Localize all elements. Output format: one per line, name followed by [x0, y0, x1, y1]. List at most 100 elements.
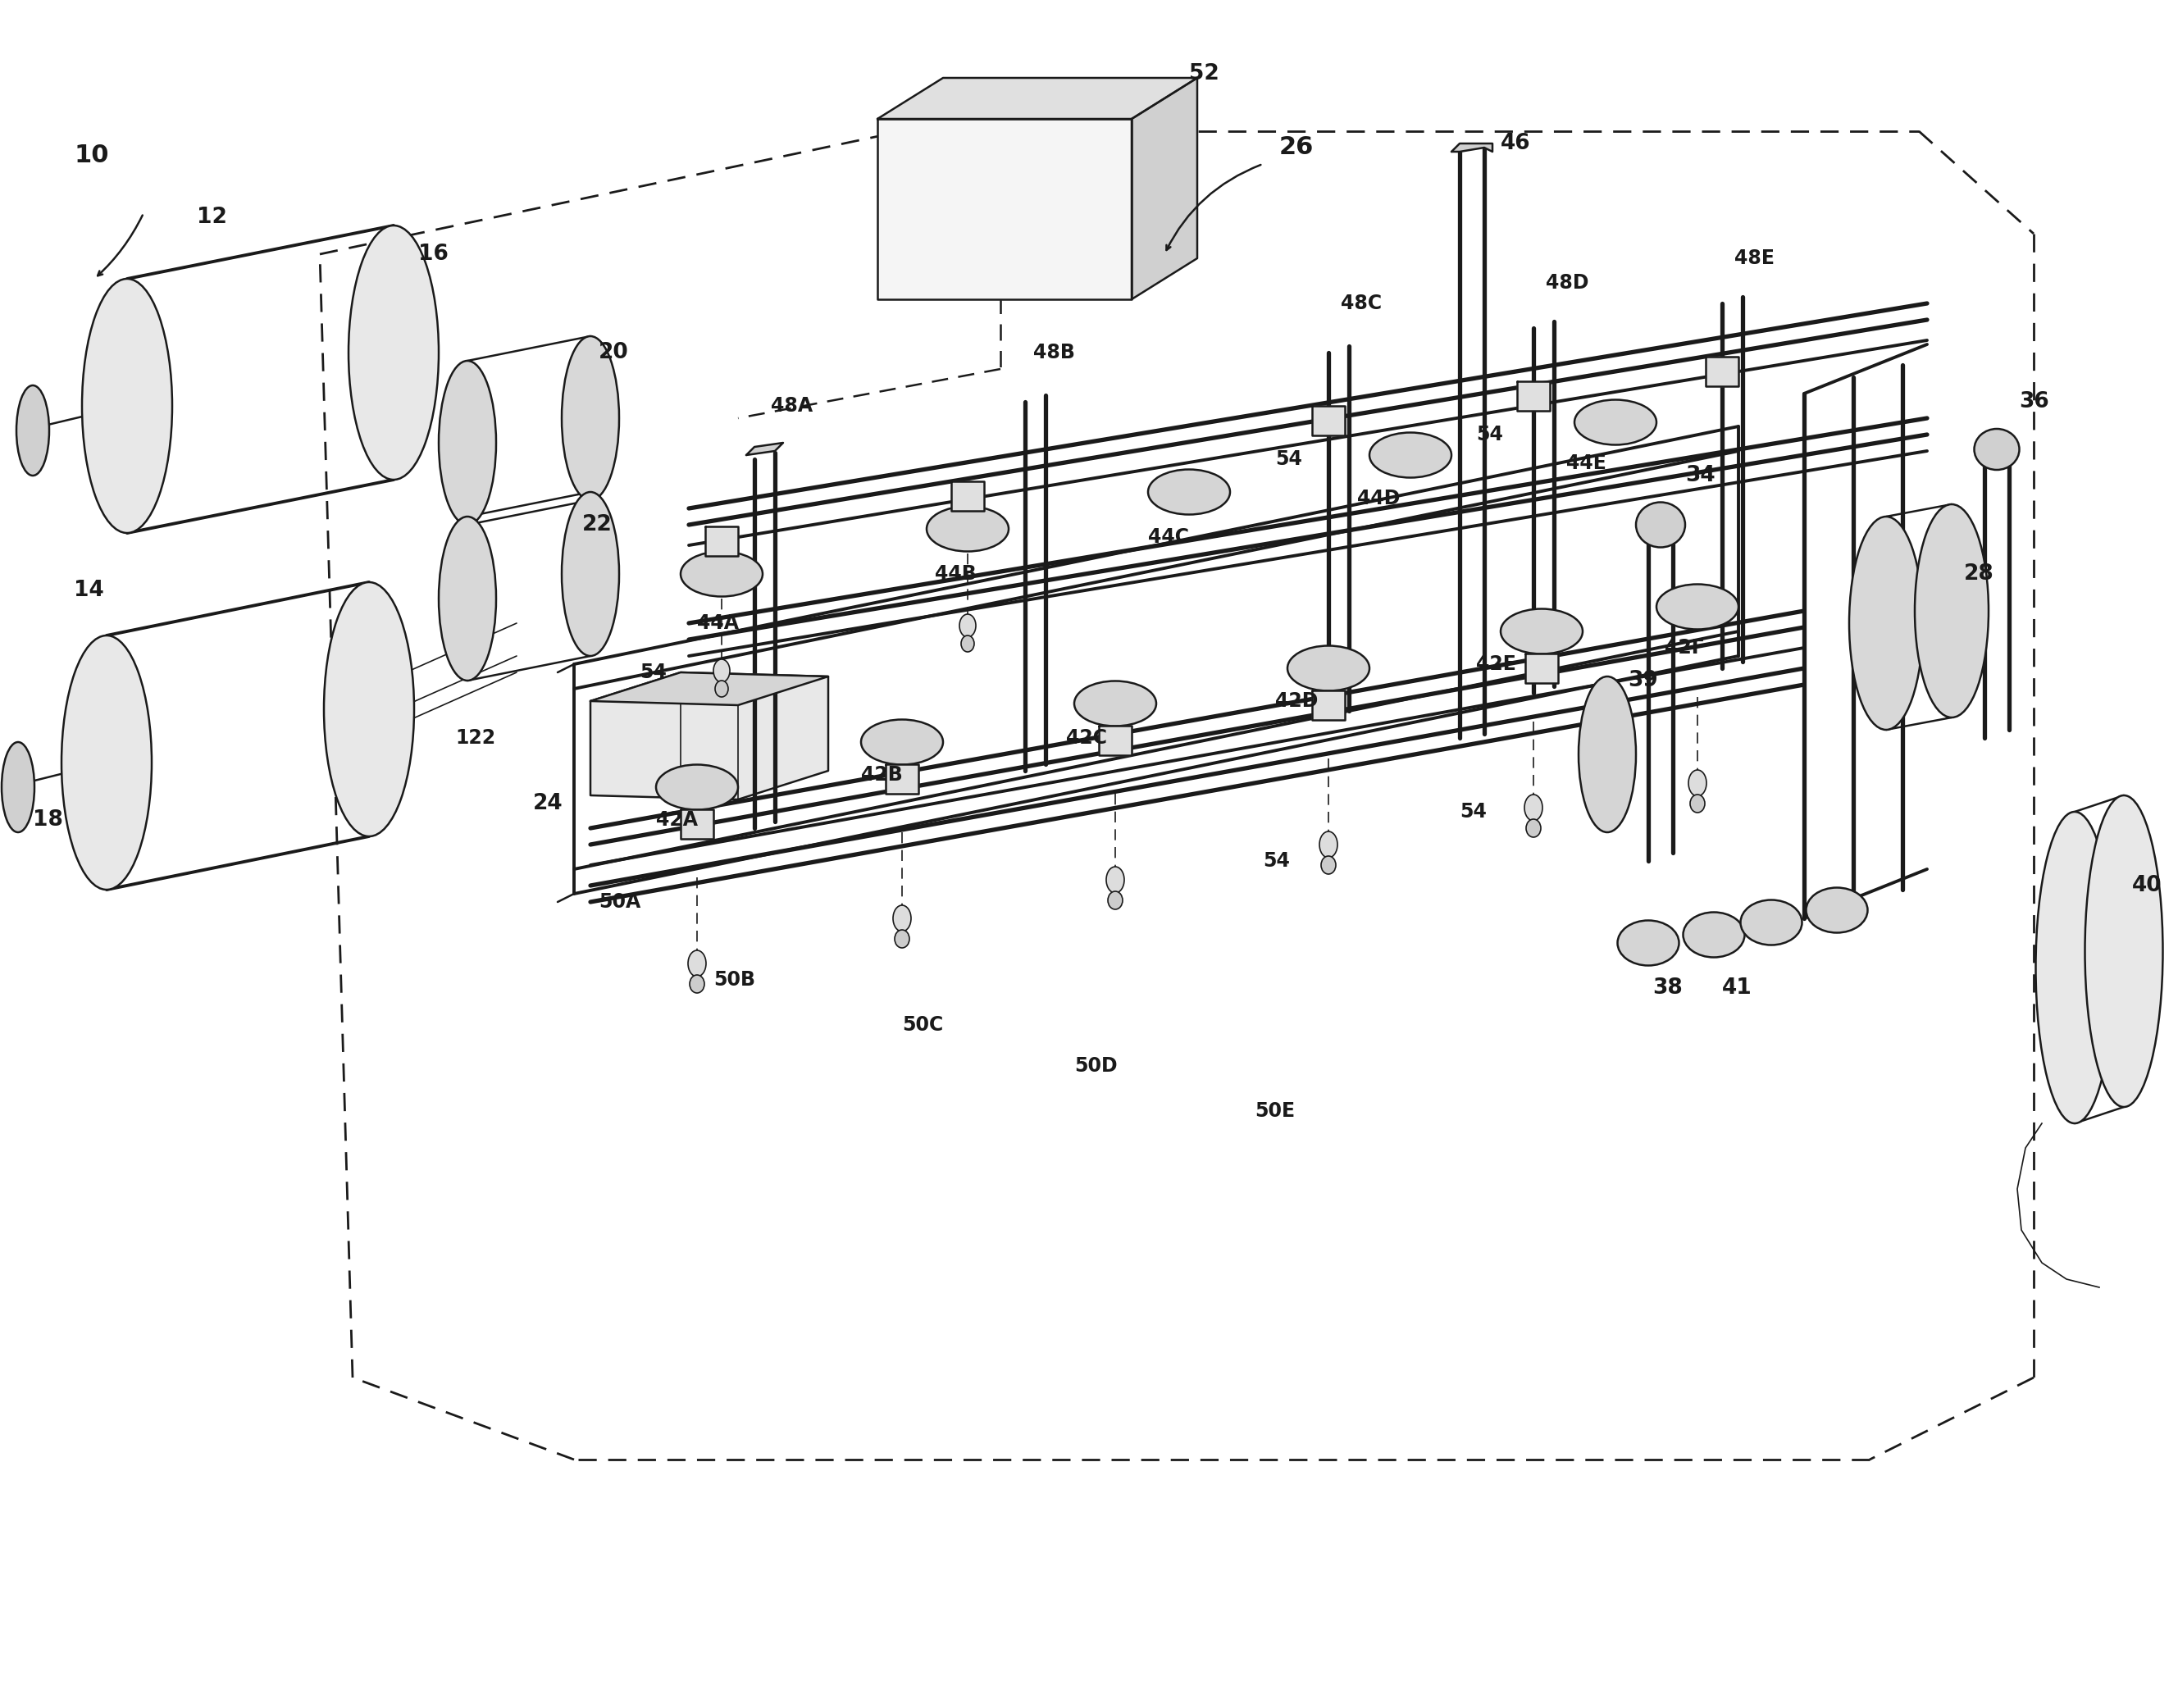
Polygon shape: [1133, 79, 1198, 299]
Text: 44A: 44A: [697, 613, 738, 634]
Polygon shape: [1705, 357, 1738, 386]
Text: 34: 34: [1686, 465, 1716, 487]
Ellipse shape: [714, 680, 727, 697]
Text: 26: 26: [1278, 135, 1313, 159]
Text: 54: 54: [1477, 425, 1503, 444]
Text: 50E: 50E: [1255, 1102, 1296, 1120]
Ellipse shape: [325, 582, 414, 837]
Ellipse shape: [1806, 888, 1867, 933]
Ellipse shape: [2036, 811, 2113, 1124]
Ellipse shape: [1148, 470, 1231, 514]
Ellipse shape: [1688, 770, 1708, 796]
Ellipse shape: [438, 516, 497, 680]
Text: 42D: 42D: [1274, 692, 1318, 711]
Ellipse shape: [1527, 820, 1540, 837]
Ellipse shape: [926, 506, 1008, 552]
Polygon shape: [1311, 407, 1344, 436]
Text: 40: 40: [2132, 874, 2163, 897]
Text: 44B: 44B: [934, 564, 976, 584]
Ellipse shape: [1973, 429, 2019, 470]
Text: 48D: 48D: [1546, 273, 1588, 292]
Polygon shape: [1518, 381, 1551, 412]
Polygon shape: [706, 526, 738, 555]
Text: 16: 16: [418, 244, 449, 265]
Text: 42A: 42A: [656, 810, 697, 830]
Text: 12: 12: [196, 207, 227, 227]
Ellipse shape: [656, 765, 738, 810]
Ellipse shape: [1575, 400, 1657, 444]
Text: 28: 28: [1965, 564, 1995, 584]
Text: 48B: 48B: [1032, 343, 1076, 362]
Ellipse shape: [690, 975, 703, 992]
Polygon shape: [590, 673, 828, 705]
Text: 122: 122: [455, 728, 494, 748]
Ellipse shape: [688, 950, 706, 977]
Ellipse shape: [895, 929, 910, 948]
Text: 18: 18: [33, 810, 63, 830]
Text: 48A: 48A: [771, 396, 812, 415]
Ellipse shape: [1579, 676, 1636, 832]
Ellipse shape: [1106, 866, 1124, 893]
Text: 42F: 42F: [1664, 637, 1705, 658]
Ellipse shape: [1740, 900, 1801, 945]
Polygon shape: [1311, 690, 1344, 721]
Ellipse shape: [17, 386, 50, 475]
Ellipse shape: [1322, 856, 1335, 874]
Ellipse shape: [1849, 516, 1923, 729]
Text: 44E: 44E: [1566, 453, 1607, 473]
Text: 38: 38: [1653, 977, 1681, 999]
Ellipse shape: [562, 492, 619, 656]
Polygon shape: [1100, 726, 1133, 755]
Ellipse shape: [893, 905, 910, 931]
Ellipse shape: [438, 360, 497, 524]
Text: 50A: 50A: [599, 892, 640, 912]
Text: 10: 10: [74, 143, 109, 167]
Text: 52: 52: [1189, 63, 1220, 84]
Text: 50B: 50B: [714, 970, 756, 989]
Text: 39: 39: [1627, 670, 1657, 692]
Text: 54: 54: [1263, 851, 1289, 871]
Ellipse shape: [860, 719, 943, 765]
Polygon shape: [886, 763, 919, 794]
Ellipse shape: [2, 741, 35, 832]
Polygon shape: [878, 79, 1198, 120]
Text: 24: 24: [534, 793, 564, 815]
Text: 36: 36: [2019, 391, 2049, 412]
Text: 22: 22: [582, 514, 612, 535]
Ellipse shape: [960, 635, 974, 652]
Text: 54: 54: [640, 663, 666, 681]
Ellipse shape: [83, 278, 172, 533]
Polygon shape: [878, 120, 1133, 299]
Polygon shape: [680, 810, 714, 839]
Text: 50D: 50D: [1074, 1056, 1117, 1076]
Text: 42B: 42B: [860, 765, 902, 784]
Polygon shape: [747, 442, 784, 454]
Ellipse shape: [1525, 794, 1542, 822]
Ellipse shape: [1914, 504, 1989, 717]
Ellipse shape: [1370, 432, 1451, 478]
Ellipse shape: [1109, 892, 1122, 909]
Polygon shape: [1451, 143, 1492, 152]
Ellipse shape: [1074, 681, 1157, 726]
Polygon shape: [952, 482, 984, 511]
Ellipse shape: [2084, 796, 2163, 1107]
Ellipse shape: [960, 615, 976, 637]
Text: 46: 46: [1501, 133, 1531, 154]
Text: 42E: 42E: [1477, 654, 1516, 675]
Ellipse shape: [1684, 912, 1745, 956]
Ellipse shape: [1657, 584, 1738, 629]
Ellipse shape: [61, 635, 152, 890]
Polygon shape: [1525, 654, 1557, 683]
Ellipse shape: [562, 336, 619, 500]
Ellipse shape: [1320, 832, 1337, 857]
Ellipse shape: [714, 659, 730, 681]
Text: 20: 20: [599, 342, 629, 364]
Polygon shape: [590, 673, 828, 799]
Ellipse shape: [348, 225, 438, 480]
Text: 48C: 48C: [1342, 294, 1381, 313]
Text: 54: 54: [1274, 449, 1302, 470]
Text: 54: 54: [1459, 803, 1488, 822]
Ellipse shape: [1618, 921, 1679, 965]
Text: 14: 14: [74, 579, 105, 601]
Text: 42C: 42C: [1065, 728, 1106, 748]
